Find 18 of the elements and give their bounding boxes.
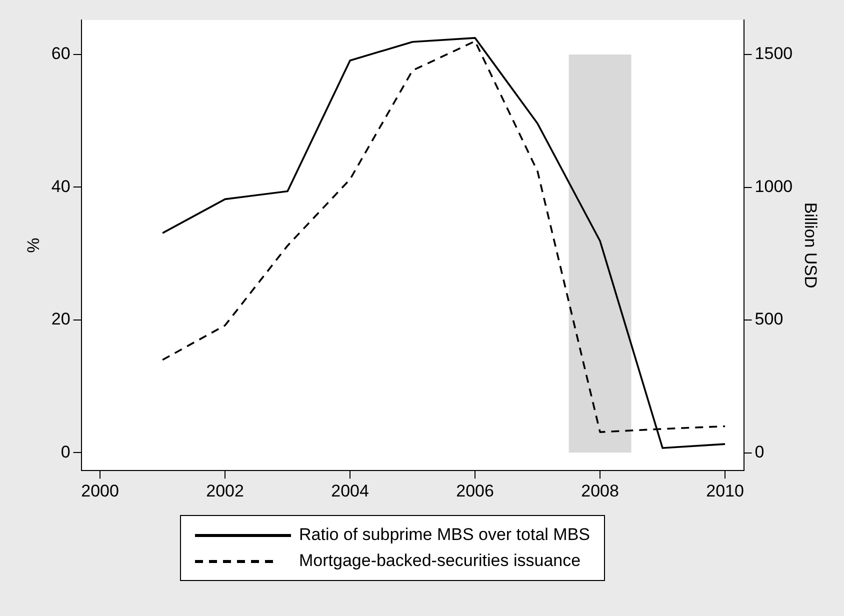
y-tick-label: 60 [51, 44, 70, 64]
x-tick-label: 2006 [456, 481, 494, 500]
y2-axis-title: Billion USD [801, 202, 820, 288]
y-tick-label: 40 [51, 176, 70, 196]
x-tick-label: 2010 [706, 481, 744, 500]
x-tick-label: 2004 [331, 481, 369, 500]
y2-tick-label: 0 [754, 442, 764, 462]
y2-tick-label: 1500 [754, 44, 793, 64]
x-tick-label: 2002 [206, 481, 244, 500]
legend-label: Mortgage-backed-securities issuance [299, 551, 581, 571]
y-tick-label: 0 [60, 442, 70, 462]
x-tick-label: 2000 [81, 481, 119, 500]
y2-tick-label: 1000 [754, 176, 793, 196]
legend-label: Ratio of subprime MBS over total MBS [299, 525, 590, 545]
y2-tick-label: 500 [754, 310, 784, 329]
x-tick-label: 2008 [581, 481, 619, 500]
y-axis-title: % [24, 238, 43, 253]
y-tick-label: 20 [51, 310, 70, 329]
